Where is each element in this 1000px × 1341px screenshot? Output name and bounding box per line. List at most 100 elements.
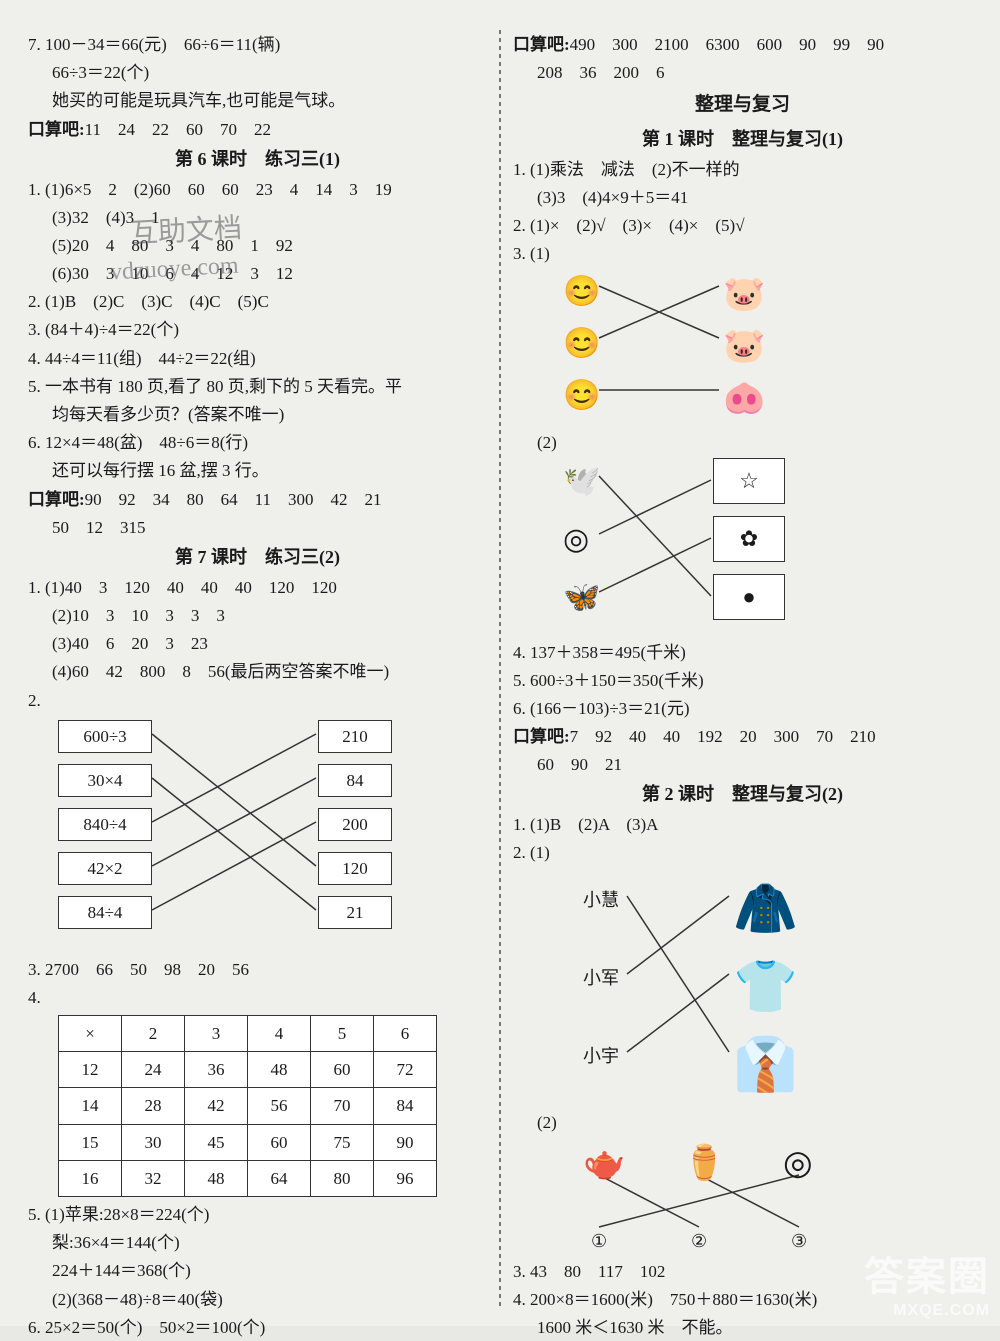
r2q1: 1. (1)B (2)A (3)A [513, 811, 972, 838]
match-left-box: 30×4 [58, 764, 152, 797]
match-right-box: 210 [318, 720, 392, 753]
r1q1b: (3)3 (4)4×9＋5＝41 [513, 184, 972, 211]
child-face-icon: 😊 [563, 320, 600, 368]
s6q3: 3. (84＋4)÷4＝22(个) [28, 316, 487, 343]
left-column: 7. 100－34＝66(元) 66÷6＝11(辆) 66÷3＝22(个) 她买… [20, 30, 495, 1306]
s6q1a: 1. (1)6×5 2 (2)60 60 60 23 4 14 3 19 [28, 176, 487, 203]
s7q5a: 5. (1)苹果:28×8＝224(个) [28, 1201, 487, 1228]
big-title: 整理与复习 [513, 90, 972, 120]
s7q2-num: 2. [28, 691, 41, 710]
star-icon: ☆ [739, 463, 759, 498]
q7-line3: 她买的可能是玩具汽车,也可能是气球。 [28, 87, 487, 114]
bird-icon: 🕊️ [563, 458, 600, 506]
s7q5d: (2)(368－48)÷8＝40(袋) [28, 1286, 487, 1313]
table-cell: 84 [374, 1088, 437, 1124]
circled-number: ③ [791, 1227, 807, 1256]
kettle-icon: ⚱️ [683, 1137, 725, 1191]
table-cell: 64 [248, 1160, 311, 1196]
match-pots-numbers: 🫖⚱️◎①②③ [573, 1137, 972, 1257]
table-cell: 14 [59, 1088, 122, 1124]
table-cell: 36 [185, 1052, 248, 1088]
table-cell: 15 [59, 1124, 122, 1160]
s6q5a: 5. 一本书有 180 页,看了 80 页,剩下的 5 天看完。平 [28, 373, 487, 400]
r1q3-label: 3. (1) [513, 240, 972, 267]
sec6-title: 第 6 课时 练习三(1) [28, 145, 487, 174]
table-cell: 45 [185, 1124, 248, 1160]
match-shapes: 🕊️◎🦋☆✿● [553, 458, 972, 638]
kousuan-label: 口算吧: [513, 727, 570, 746]
r1-kousuan2: 60 90 21 [513, 751, 972, 778]
pig-icon: 🐷 [723, 268, 765, 322]
s7q1c: (3)40 6 20 3 23 [28, 630, 487, 657]
s7q1d: (4)60 42 800 8 56(最后两空答案不唯一) [28, 658, 487, 685]
table-cell: 60 [248, 1124, 311, 1160]
table-cell: 70 [311, 1088, 374, 1124]
s7q3: 3. 2700 66 50 98 20 56 [28, 956, 487, 983]
table-cell: 32 [122, 1160, 185, 1196]
s6-kousuan: 口算吧:90 92 34 80 64 11 300 42 21 [28, 486, 487, 513]
r1q6: 6. (166－103)÷3＝21(元) [513, 695, 972, 722]
child-face-icon: 😊 [563, 268, 600, 316]
page: 7. 100－34＝66(元) 66÷6＝11(辆) 66÷3＝22(个) 她买… [0, 0, 1000, 1326]
match-left-box: 840÷4 [58, 808, 152, 841]
table-header: 2 [122, 1016, 185, 1052]
circled-number: ① [591, 1227, 607, 1256]
s7q6: 6. 25×2＝50(个) 50×2＝100(个) [28, 1314, 487, 1341]
r1q4: 4. 137＋358＝495(千米) [513, 639, 972, 666]
watermark-2: vdzuoye.com [109, 247, 239, 292]
dot-icon: ● [742, 579, 755, 614]
table-cell: 16 [59, 1160, 122, 1196]
wm-small: MXQE.COM [864, 1302, 990, 1320]
butterfly-icon: 🦋 [563, 574, 600, 622]
match-names-clothes: 小慧小军小宇 🧥👕👔 [553, 868, 972, 1108]
match-left-box: 42×2 [58, 852, 152, 885]
kousuan-label: 口算吧: [28, 120, 85, 139]
s6q6b: 还可以每行摆 16 盆,摆 3 行。 [28, 457, 487, 484]
table-cell: 72 [374, 1052, 437, 1088]
bottom-watermark: 答案圈 MXQE.COM [864, 1244, 990, 1320]
right-column: 口算吧:490 300 2100 6300 600 90 99 90 208 3… [505, 30, 980, 1306]
child-face-icon: 😊 [563, 372, 600, 420]
kousuan-label: 口算吧: [28, 490, 85, 509]
s6q5b: 均每天看多少页？(答案不唯一) [28, 401, 487, 428]
table-cell: 75 [311, 1124, 374, 1160]
table-header: × [59, 1016, 122, 1052]
match-faces-pigs: 😊😊😊🐷🐷🐽 [553, 268, 972, 428]
s6q4: 4. 44÷4＝11(组) 44÷2＝22(组) [28, 345, 487, 372]
name-label: 小宇 [583, 1042, 619, 1071]
kousuan-vals: 11 24 22 60 70 22 [85, 120, 271, 139]
shape-box: ☆ [713, 458, 785, 504]
r1q1a: 1. (1)乘法 减法 (2)不一样的 [513, 156, 972, 183]
sec7-title: 第 7 课时 练习三(2) [28, 543, 487, 572]
multiplication-table: ×234561224364860721428425670841530456075… [58, 1015, 437, 1197]
s6q6a: 6. 12×4＝48(盆) 48÷6＝8(行) [28, 429, 487, 456]
match-right-box: 200 [318, 808, 392, 841]
kousuan-vals: 490 300 2100 6300 600 90 99 90 [570, 35, 885, 54]
name-label: 小军 [583, 964, 619, 993]
jacket-icon: 🧥 [733, 868, 798, 951]
r2q2b-label: (2) [513, 1109, 972, 1136]
match-right-box: 120 [318, 852, 392, 885]
table-cell: 96 [374, 1160, 437, 1196]
s7q1b: (2)10 3 10 3 3 3 [28, 602, 487, 629]
s6q1d: (6)30 3 10 6 4 12 3 12 [28, 260, 487, 287]
target-icon: ◎ [563, 516, 589, 564]
r-sec2-title: 第 2 课时 整理与复习(2) [513, 780, 972, 809]
table-cell: 48 [248, 1052, 311, 1088]
table-cell: 24 [122, 1052, 185, 1088]
table-cell: 12 [59, 1052, 122, 1088]
clothes-icon: 👔 [733, 1024, 798, 1107]
table-cell: 48 [185, 1160, 248, 1196]
match-right-box: 84 [318, 764, 392, 797]
kousuan-vals: 90 92 34 80 64 11 300 42 21 [85, 490, 382, 509]
coat-icon: 👕 [733, 946, 798, 1029]
s7q5c: 224＋144＝368(个) [28, 1257, 487, 1284]
table-cell: 56 [248, 1088, 311, 1124]
r1q5: 5. 600÷3＋150＝350(千米) [513, 667, 972, 694]
s7q5b: 梨:36×4＝144(个) [28, 1229, 487, 1256]
match-left-box: 600÷3 [58, 720, 152, 753]
disc-magnify-icon: ◎ [783, 1137, 813, 1191]
table-header: 5 [311, 1016, 374, 1052]
name-label: 小慧 [583, 886, 619, 915]
wm-big: 答案圈 [864, 1244, 990, 1302]
